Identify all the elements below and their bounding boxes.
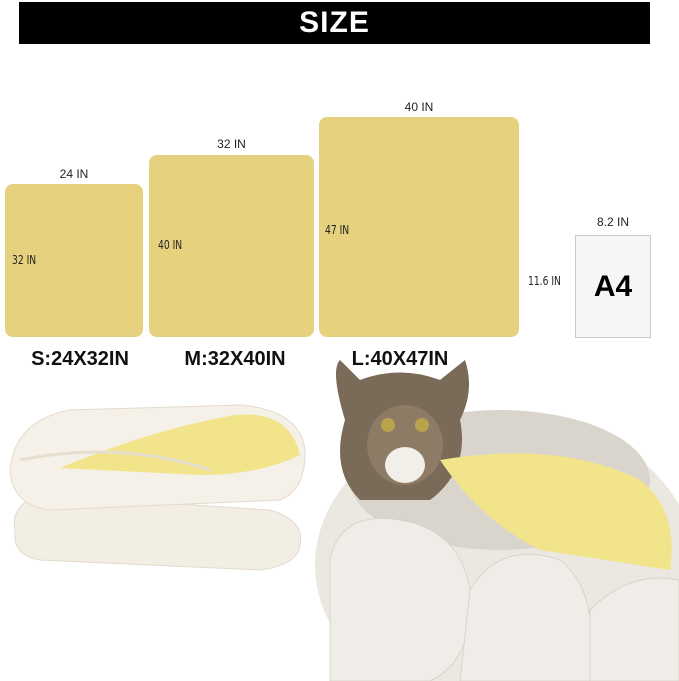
small-blanket-rect: [5, 184, 143, 337]
a4-width-label: 8.2 IN: [596, 215, 629, 229]
medium-width-label: 32 IN: [217, 137, 246, 151]
folded-blanket-photo: [9, 404, 306, 571]
a4-height-label: 11.6 IN: [528, 274, 561, 288]
large-height-label: 47 IN: [325, 223, 350, 237]
small-width-label: 24 IN: [59, 167, 89, 181]
medium-height-label: 40 IN: [158, 238, 183, 252]
size-banner: SIZE: [19, 2, 650, 44]
medium-size-label: M:32X40IN: [184, 348, 286, 370]
large-width-label: 40 IN: [404, 100, 434, 114]
product-photos: [9, 360, 679, 681]
large-blanket-rect: [319, 117, 519, 337]
large-size-label: L:40X47IN: [351, 348, 449, 370]
small-height-label: 32 IN: [12, 253, 37, 267]
small-size-label: S:24X32IN: [31, 348, 129, 370]
a4-paper: A4: [575, 235, 651, 338]
cat-in-bed-photo: [315, 360, 679, 681]
medium-blanket-rect: [149, 155, 314, 337]
